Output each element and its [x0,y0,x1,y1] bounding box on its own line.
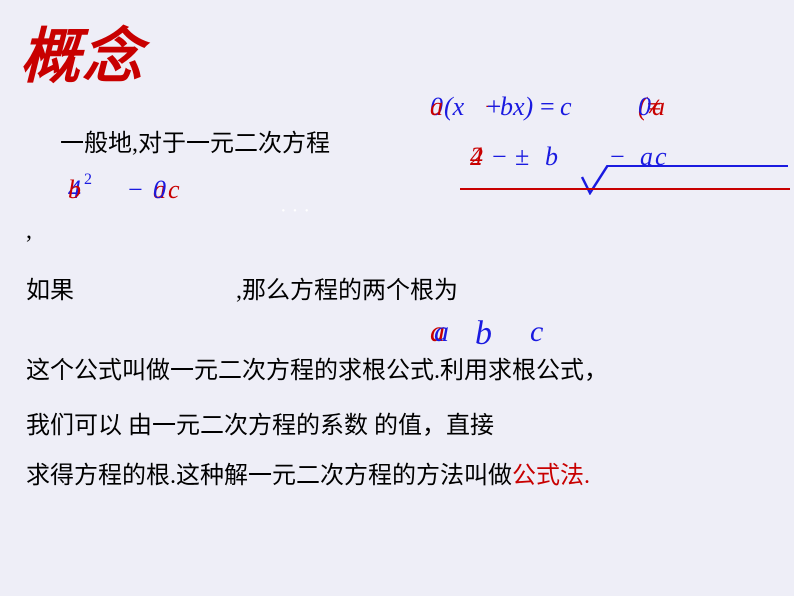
num-b: b [545,142,558,172]
page-title: 概念 [20,8,144,95]
eq-bx: bx) [500,92,533,122]
overlay-a: a [652,92,665,122]
line2-a: 如果 [26,278,74,304]
coef-a-b: a [434,315,449,349]
num-a: a [640,142,653,172]
sqrt-radical-icon [580,165,610,195]
num-minus: − [492,142,507,172]
line-if-then: 如果 ,那么方程的两个根为 [26,270,458,313]
eq-c: c [560,92,572,122]
num-pm: ± [515,142,529,172]
disc-sq: 2 [84,171,92,189]
num-c: c [655,142,667,172]
intro-line-1: 一般地,对于一元二次方程 [60,123,330,166]
eq-equals: = [540,92,555,122]
fraction-bar [460,188,790,190]
disc-c: c [168,175,180,205]
eq-a: a [430,92,443,122]
line-coefficients: 我们可以 由一元二次方程的系数 的值，直接 [26,405,494,448]
overlay-0: 0 [638,92,651,122]
disc-0: 0 [153,175,166,205]
line-method-name: 求得方程的根.这种解一元二次方程的方法叫做公式法. [26,455,590,498]
num-2: 2 [470,142,483,172]
num-minus2: − [610,142,625,172]
coef-c: c [530,315,543,349]
disc-minus: − [128,175,143,205]
line-formula-definition: 这个公式叫做一元二次方程的求根公式.利用求根公式， [26,350,608,393]
trailing-comma: , [26,210,32,253]
disc-b: b [68,175,81,205]
line2-b: ,那么方程的两个根为 [236,278,458,304]
eq-x2: (x [444,92,464,122]
coef-b: b [475,315,492,353]
line5-a: 求得方程的根.这种解一元二次方程的方法叫做 [26,463,512,489]
formula-method-term: 公式法. [512,463,590,489]
sqrt-vinculum [608,165,788,167]
ellipsis-dots: · · · [280,200,310,223]
